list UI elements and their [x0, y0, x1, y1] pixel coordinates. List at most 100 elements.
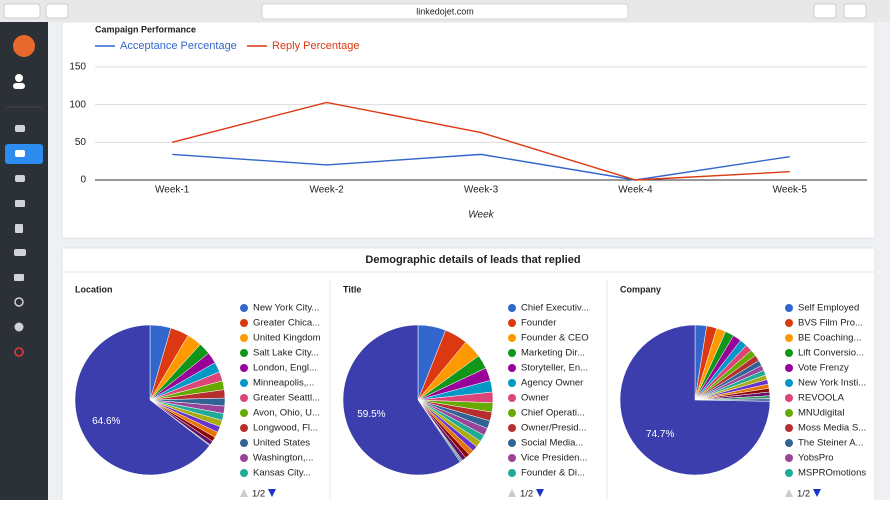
x-tick-label: Week-4 [618, 185, 653, 196]
pager-next[interactable] [536, 489, 544, 497]
menu-icon[interactable] [15, 125, 25, 132]
legend-label: Owner [521, 393, 549, 404]
legend-label: Founder & Di... [521, 468, 585, 479]
pie-slice [619, 324, 771, 476]
pager-prev[interactable] [508, 489, 516, 497]
nav-buttons[interactable] [3, 3, 41, 19]
menu-icon[interactable] [15, 224, 23, 233]
legend-swatch [240, 319, 248, 327]
legend-label: Lift Conversio... [798, 348, 864, 359]
legend-swatch [785, 424, 793, 432]
panel-title: Title [343, 284, 361, 294]
menu-icon[interactable] [15, 175, 25, 182]
legend-label: Social Media... [521, 438, 583, 449]
legend-label: London, Engl... [253, 363, 317, 374]
legend-swatch [508, 319, 516, 327]
legend-swatch [508, 379, 516, 387]
legend-swatch [508, 439, 516, 447]
pager-next[interactable] [813, 489, 821, 497]
legend-label: Reply Percentage [272, 40, 359, 52]
legend-swatch [785, 379, 793, 387]
address-bar[interactable] [261, 3, 629, 20]
pager-prev[interactable] [785, 489, 793, 497]
menu-icon[interactable] [15, 150, 25, 157]
legend-label: Vote Frenzy [798, 363, 849, 374]
legend-swatch [508, 394, 516, 402]
chart-title: Campaign Performance [95, 24, 196, 34]
legend-label: Vice Presiden... [521, 453, 587, 464]
legend-swatch [240, 349, 248, 357]
menu-icon[interactable] [14, 322, 24, 332]
legend-label: Minneapolis,... [253, 378, 314, 389]
legend-swatch [240, 439, 248, 447]
menu-icon[interactable] [14, 274, 24, 281]
pager-prev[interactable] [240, 489, 248, 497]
pager-next[interactable] [268, 489, 276, 497]
pager-text: 1/2 [797, 489, 810, 500]
pager-text: 1/2 [520, 489, 533, 500]
legend-swatch [785, 349, 793, 357]
y-tick-label: 100 [69, 99, 86, 110]
legend-label: Greater Chica... [253, 318, 320, 329]
legend-swatch [785, 334, 793, 342]
legend-label: Agency Owner [521, 378, 583, 389]
legend-swatch [508, 409, 516, 417]
slice-label: 59.5% [357, 409, 385, 420]
legend-label: Chief Executiv... [521, 303, 589, 314]
legend-swatch [240, 304, 248, 312]
legend-swatch [785, 469, 793, 477]
menu-icon[interactable] [15, 200, 25, 207]
legend-swatch [508, 349, 516, 357]
x-axis-title: Week [468, 210, 494, 221]
user-icon[interactable] [15, 74, 23, 82]
legend-swatch [785, 304, 793, 312]
y-tick-label: 150 [69, 62, 86, 73]
url: linkedojet.com [416, 6, 474, 16]
legend-swatch [508, 454, 516, 462]
legend-swatch [508, 469, 516, 477]
legend-label: United States [253, 438, 310, 449]
share-button[interactable] [813, 3, 837, 19]
legend-label: REVOOLA [798, 393, 845, 404]
slice-label: 74.7% [646, 429, 674, 440]
legend-label: MSPROmotions [798, 468, 866, 479]
legend-label: Salt Lake City... [253, 348, 319, 359]
legend-swatch [785, 364, 793, 372]
legend-label: YobsPro [798, 453, 834, 464]
user-icon-body [13, 83, 25, 89]
legend-label: New York City... [253, 303, 319, 314]
legend-swatch [508, 304, 516, 312]
legend-swatch [240, 364, 248, 372]
legend-swatch [240, 334, 248, 342]
legend-swatch [785, 394, 793, 402]
card-heading: Demographic details of leads that replie… [365, 254, 580, 266]
legend-label: Acceptance Percentage [120, 40, 237, 52]
legend-swatch [785, 409, 793, 417]
legend-swatch [240, 469, 248, 477]
series-line [172, 101, 790, 181]
legend-label: Marketing Dir... [521, 348, 585, 359]
x-tick-label: Week-5 [773, 185, 808, 196]
y-tick-label: 50 [75, 137, 87, 148]
pie-slice [74, 324, 210, 476]
legend-swatch [240, 424, 248, 432]
legend-swatch [240, 379, 248, 387]
legend-label: Avon, Ohio, U... [253, 408, 320, 419]
logout-icon[interactable] [14, 347, 24, 357]
x-tick-label: Week-2 [309, 185, 344, 196]
legend-swatch [508, 364, 516, 372]
legend-label: Washington,... [253, 453, 313, 464]
sidebar-toggle[interactable] [45, 3, 69, 19]
legend-label: New York Insti... [798, 378, 866, 389]
pager-text: 1/2 [252, 489, 265, 500]
menu-icon[interactable] [14, 297, 24, 307]
legend-swatch [785, 439, 793, 447]
pie-slice [342, 324, 461, 476]
legend-label: BVS Film Pro... [798, 318, 863, 329]
tabs-button[interactable] [843, 3, 867, 19]
legend-label: Moss Media S... [798, 423, 866, 434]
menu-icon[interactable] [14, 249, 26, 256]
logo[interactable] [13, 35, 35, 57]
legend-label: Owner/Presid... [521, 423, 586, 434]
legend-label: Storyteller, En... [521, 363, 588, 374]
